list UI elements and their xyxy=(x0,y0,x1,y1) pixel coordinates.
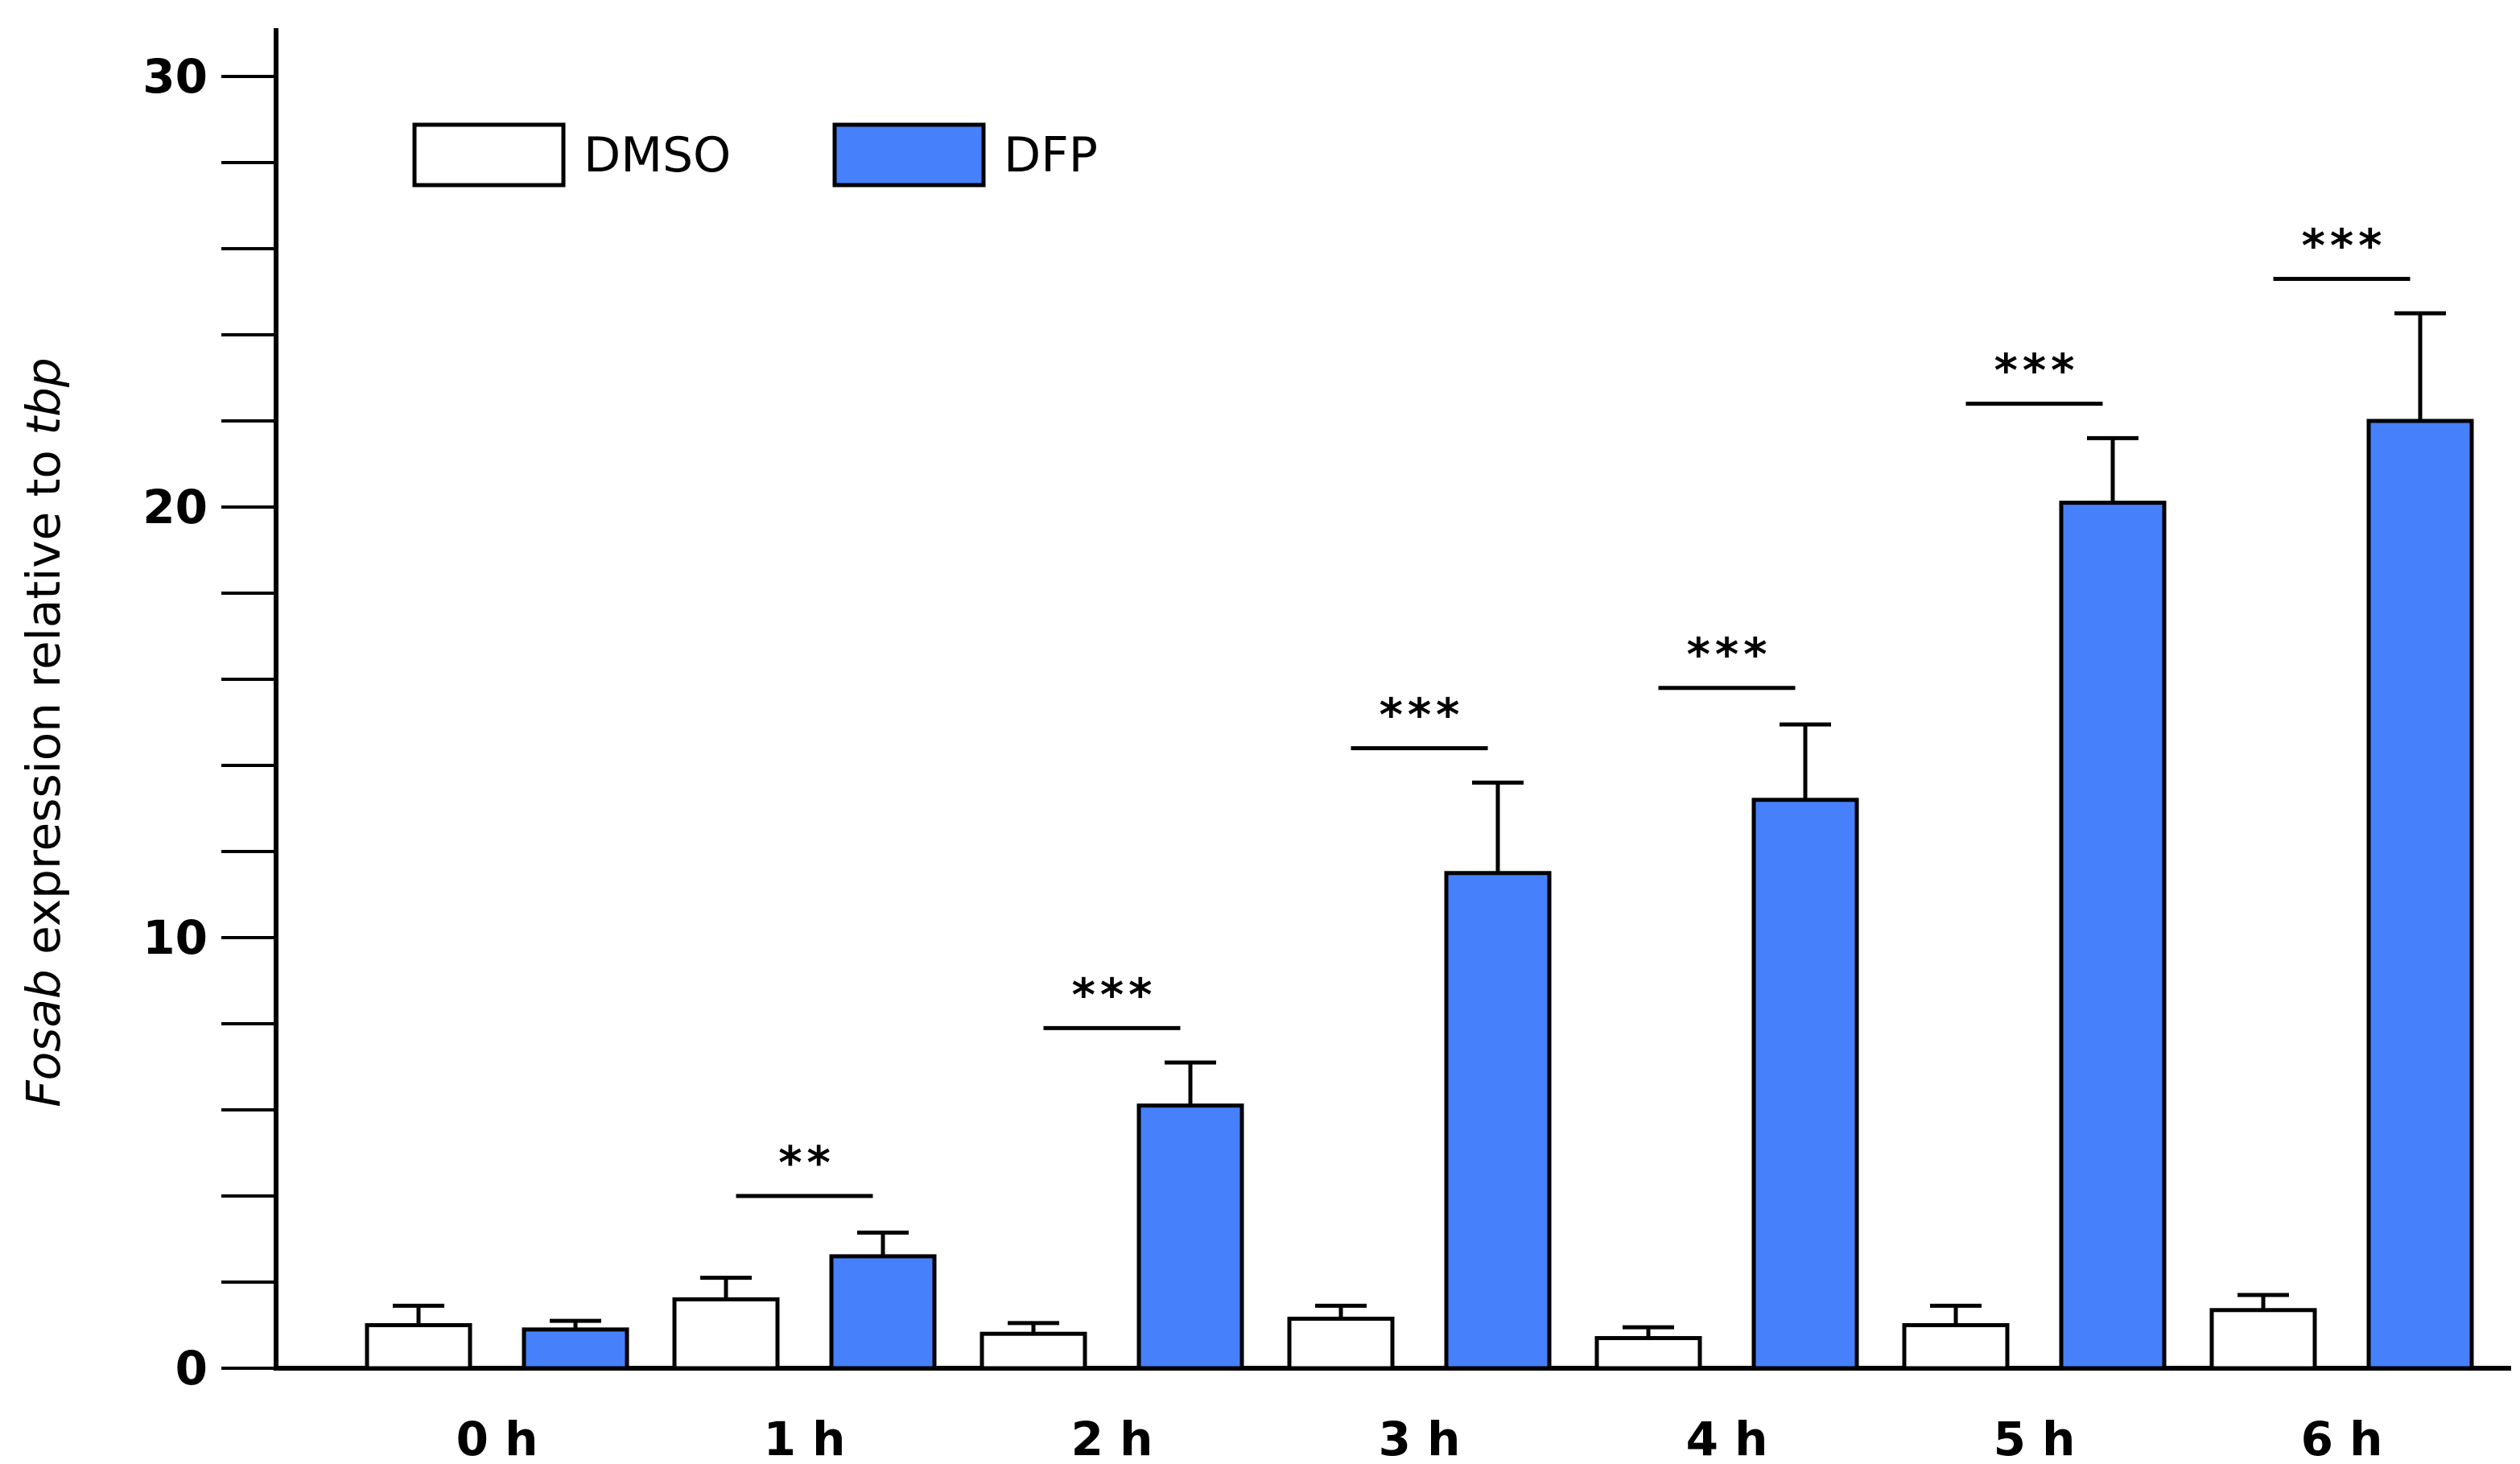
y-axis-label: Fosab expression relative to tbp xyxy=(16,357,71,1107)
bar-dfp xyxy=(2059,501,2167,1371)
x-axis: 0 h 1 h 2 h 3 h 4 h 5 h 6 h xyxy=(274,1366,2511,1464)
significance-label: *** xyxy=(2302,220,2387,272)
legend-label-dfp: DFP xyxy=(1004,127,1098,184)
y-tick-label: 30 xyxy=(142,49,208,104)
y-tick-label: 10 xyxy=(142,910,208,965)
bars xyxy=(365,311,2474,1371)
y-axis-label-ref: tbp xyxy=(16,357,71,435)
significance-label: *** xyxy=(1072,969,1157,1021)
bar-dfp xyxy=(1444,871,1552,1371)
bar-dfp xyxy=(1751,798,1859,1371)
bar-dmso xyxy=(672,1297,780,1371)
significance-label: *** xyxy=(1687,629,1772,682)
y-tick-label: 20 xyxy=(142,480,208,534)
y-axis: 0 10 20 30 xyxy=(142,28,278,1396)
bar-dfp xyxy=(522,1327,629,1371)
y-tick-label: 0 xyxy=(175,1341,208,1396)
x-tick-label: 6 h xyxy=(2301,1412,2383,1464)
bar-dmso xyxy=(2209,1308,2317,1371)
bar-dfp xyxy=(2366,419,2474,1371)
x-tick-label: 4 h xyxy=(1686,1412,1768,1464)
significance-label: ** xyxy=(778,1137,835,1190)
legend-swatch-dmso xyxy=(412,122,566,188)
y-axis-label-gene: Fosab xyxy=(16,969,71,1107)
x-tick-label: 3 h xyxy=(1379,1412,1461,1464)
bar-dmso xyxy=(1594,1336,1702,1371)
bar-dmso xyxy=(1902,1323,2010,1371)
significance-label: *** xyxy=(1380,690,1465,742)
legend-label-dmso: DMSO xyxy=(584,127,731,184)
x-tick-label: 1 h xyxy=(764,1412,846,1464)
x-tick-label: 5 h xyxy=(1994,1412,2076,1464)
bar-dmso xyxy=(980,1331,1087,1371)
bar-dfp xyxy=(1136,1103,1244,1371)
bar-dmso xyxy=(1287,1316,1395,1371)
y-axis-label-middle: expression relative to xyxy=(16,435,71,970)
x-tick-label: 0 h xyxy=(456,1412,538,1464)
legend-swatch-dfp xyxy=(832,122,986,188)
legend: DMSO DFP xyxy=(412,122,1098,188)
significance-markers: ***************** xyxy=(736,220,2411,1198)
significance-label: *** xyxy=(1994,345,2080,398)
bar-dmso xyxy=(365,1323,472,1371)
bar-dfp xyxy=(829,1254,937,1371)
x-tick-label: 2 h xyxy=(1071,1412,1153,1464)
